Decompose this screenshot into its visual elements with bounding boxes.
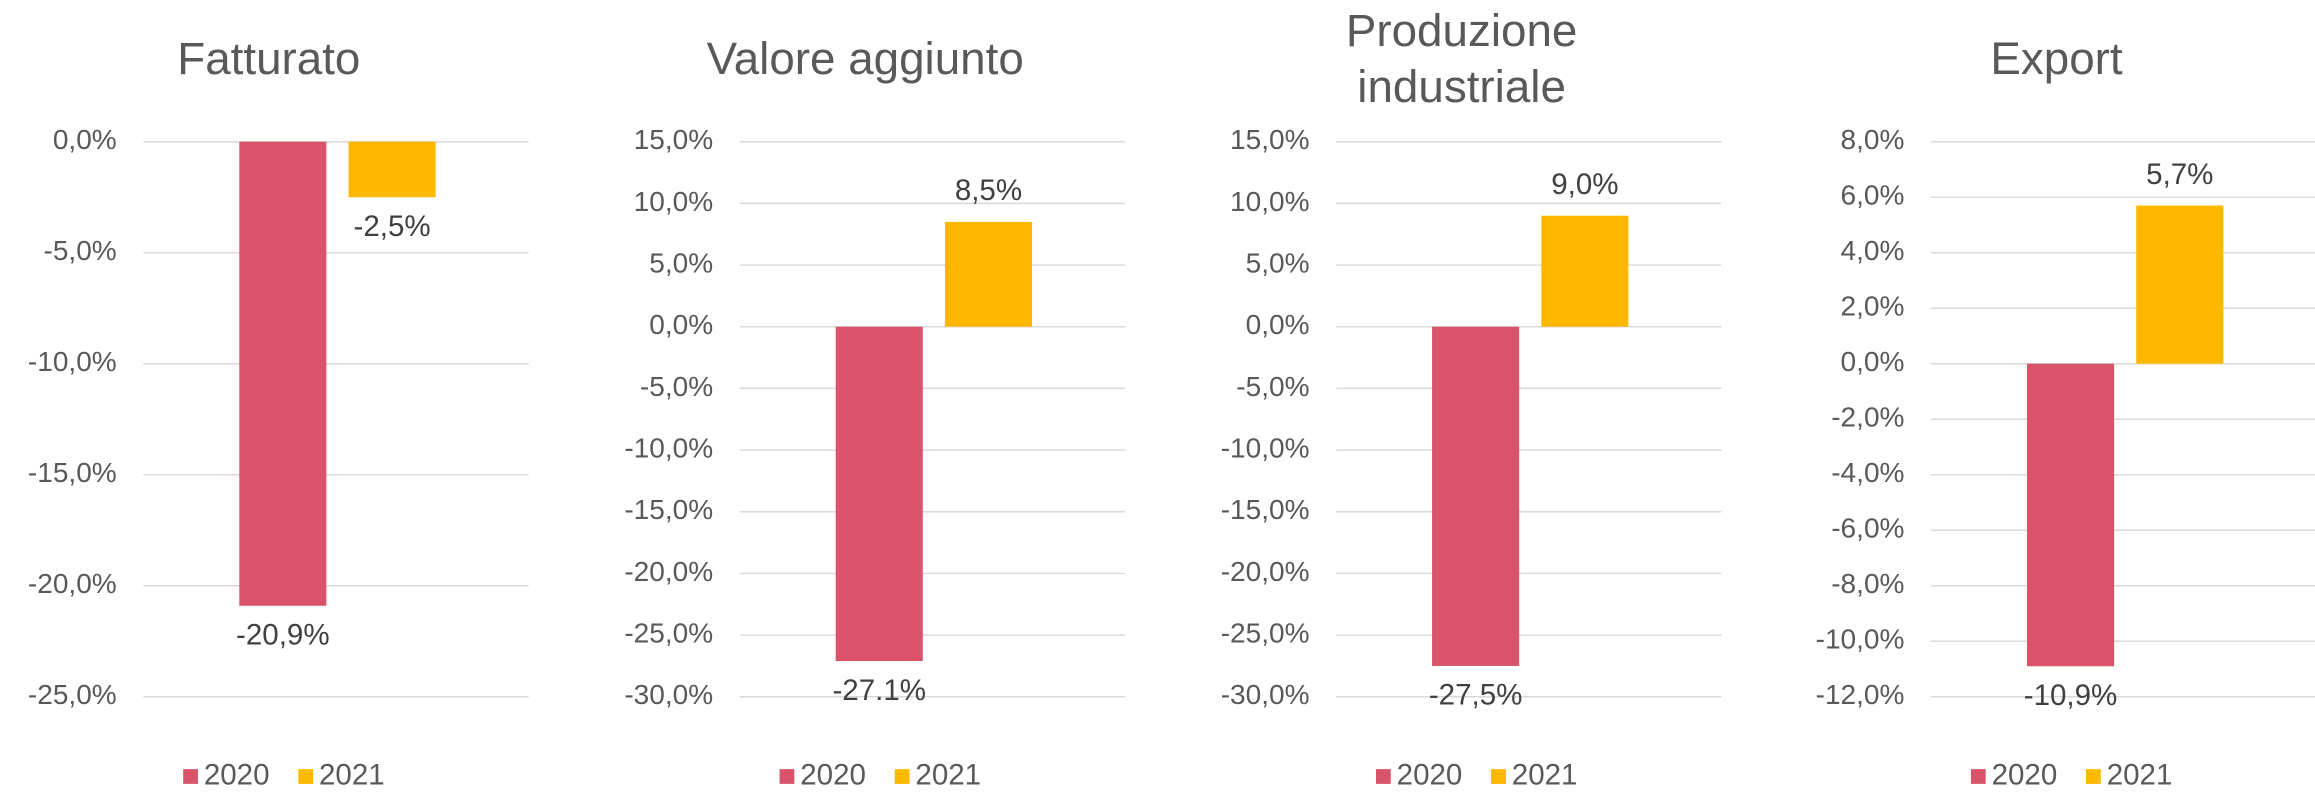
legend-label: 2021 bbox=[1512, 758, 1578, 791]
legend-swatch bbox=[2086, 769, 2101, 784]
y-tick-label: 8,0% bbox=[1841, 124, 1905, 155]
y-tick-label: -15,0% bbox=[1221, 494, 1310, 525]
y-tick-label: -5,0% bbox=[1236, 371, 1309, 402]
legend-label: 2020 bbox=[1397, 758, 1463, 791]
data-label: -20,9% bbox=[236, 619, 330, 652]
y-tick-label: -25,0% bbox=[1221, 618, 1310, 649]
legend-swatch bbox=[1491, 769, 1506, 784]
y-tick-label: 10,0% bbox=[634, 186, 713, 217]
bar bbox=[2136, 205, 2224, 364]
chart-title: Valore aggiunto bbox=[706, 32, 1024, 85]
bar bbox=[1432, 326, 1520, 666]
chart-panel: Export 8,0% 6,0% 4,0% 2,0% 0,0% -2,0% -4,0% -6,0… bbox=[1816, 32, 2315, 791]
bar bbox=[348, 141, 436, 198]
data-label: -27.1% bbox=[832, 674, 926, 707]
y-tick-label: -10,0% bbox=[1221, 432, 1310, 463]
title-container: Valore aggiunto bbox=[706, 32, 1024, 85]
bar bbox=[239, 141, 327, 606]
y-tick-label: -25,0% bbox=[624, 618, 713, 649]
y-tick-label: -4,0% bbox=[1831, 457, 1904, 488]
chart-panel: Valore aggiunto 15,0% 10,0% 5,0% 0,0% -5,0% -1… bbox=[624, 32, 1126, 791]
y-tick-label: 6,0% bbox=[1841, 180, 1905, 211]
title-container: Fatturato bbox=[177, 32, 361, 85]
bar bbox=[2027, 363, 2115, 667]
data-label: -27,5% bbox=[1429, 679, 1523, 712]
y-tick-label: 15,0% bbox=[1230, 124, 1309, 155]
y-tick-label: 0,0% bbox=[53, 124, 117, 155]
data-label: -10,9% bbox=[2024, 679, 2118, 712]
y-tick-label: -30,0% bbox=[1221, 679, 1310, 710]
y-tick-label: 0,0% bbox=[649, 309, 713, 340]
y-tick-label: -6,0% bbox=[1831, 513, 1904, 544]
data-label: -2,5% bbox=[354, 210, 431, 243]
legend-swatch bbox=[298, 769, 314, 784]
bar bbox=[835, 326, 923, 662]
y-tick-label: -12,0% bbox=[1816, 679, 1905, 710]
data-label: 9,0% bbox=[1551, 168, 1618, 201]
y-tick-label: 0,0% bbox=[1246, 309, 1310, 340]
chart-title: Produzione industriale bbox=[1345, 4, 1578, 113]
y-tick-label: -20,0% bbox=[1221, 556, 1310, 587]
y-tick-label: -30,0% bbox=[624, 679, 713, 710]
y-tick-label: 10,0% bbox=[1230, 186, 1309, 217]
y-tick-label: 2,0% bbox=[1841, 291, 1905, 322]
legend-label: 2020 bbox=[204, 758, 270, 791]
legend-label: 2020 bbox=[800, 758, 866, 791]
chart-panel: Fatturato 0,0% -5,0% -10,0% -15,0% -20,0% -25,… bbox=[28, 32, 529, 791]
y-tick-label: -15,0% bbox=[624, 494, 713, 525]
legend-swatch bbox=[183, 769, 198, 784]
y-tick-label: -10,0% bbox=[624, 432, 713, 463]
y-tick-label: -20,0% bbox=[28, 568, 117, 599]
title-container: Produzione industriale bbox=[1345, 4, 1578, 113]
y-tick-label: -25,0% bbox=[28, 679, 117, 710]
y-tick-label: 5,0% bbox=[1246, 247, 1310, 278]
chart-title: Fatturato bbox=[177, 32, 361, 85]
legend-label: 2021 bbox=[915, 758, 981, 791]
legend-swatch bbox=[779, 769, 795, 784]
bar bbox=[944, 221, 1033, 327]
y-tick-label: -2,0% bbox=[1831, 402, 1904, 433]
legend-label: 2021 bbox=[2107, 758, 2173, 791]
legend-label: 2021 bbox=[319, 758, 385, 791]
data-label: 8,5% bbox=[955, 174, 1022, 207]
y-tick-label: -8,0% bbox=[1831, 568, 1904, 599]
y-tick-label: 0,0% bbox=[1841, 346, 1905, 377]
y-tick-label: -10,0% bbox=[28, 346, 117, 377]
legend-swatch bbox=[894, 769, 910, 784]
y-tick-label: 5,0% bbox=[649, 247, 713, 278]
y-tick-label: -5,0% bbox=[44, 235, 117, 266]
legend-label: 2020 bbox=[1992, 758, 2058, 791]
y-tick-label: 15,0% bbox=[634, 124, 713, 155]
title-container: Export bbox=[1990, 32, 2123, 85]
chart-title: Export bbox=[1990, 32, 2123, 85]
y-tick-label: -10,0% bbox=[1816, 624, 1905, 655]
chart-panel: Produzione industriale 15,0% 10,0% 5,0% 0,0%… bbox=[1221, 4, 1722, 791]
bar bbox=[1541, 215, 1629, 327]
y-tick-label: -5,0% bbox=[640, 371, 713, 402]
y-tick-label: -20,0% bbox=[624, 556, 713, 587]
legend-swatch bbox=[1375, 769, 1391, 784]
y-tick-label: 4,0% bbox=[1841, 235, 1905, 266]
y-tick-label: -15,0% bbox=[28, 457, 117, 488]
legend-swatch bbox=[1970, 769, 1986, 784]
data-label: 5,7% bbox=[2146, 158, 2213, 191]
